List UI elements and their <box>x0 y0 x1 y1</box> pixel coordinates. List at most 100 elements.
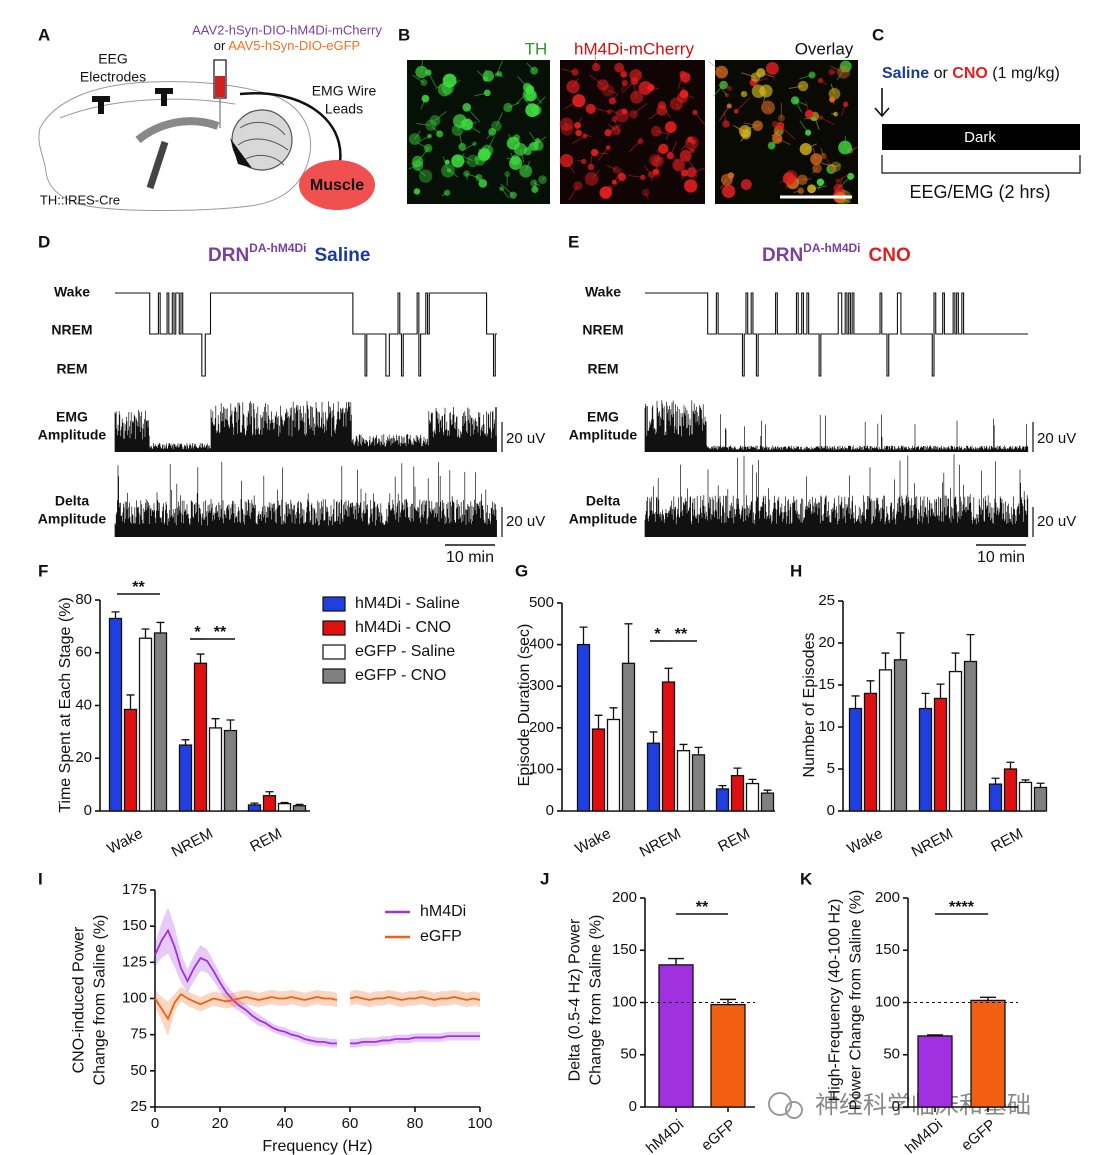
process <box>613 168 623 183</box>
process <box>594 53 597 68</box>
x-tick-label: REM <box>988 825 1025 856</box>
y-tick-label: 200 <box>529 719 554 736</box>
cell <box>810 116 816 122</box>
x-tick-label: REM <box>715 825 752 856</box>
panel-label: C <box>872 25 884 44</box>
cell <box>611 125 622 136</box>
treatment-label: Saline or CNO (1 mg/kg) <box>882 65 1060 82</box>
process <box>524 140 538 151</box>
process <box>420 98 426 110</box>
y-tick-label: 0 <box>827 802 835 819</box>
bar <box>661 681 676 812</box>
cell <box>572 94 586 108</box>
bar <box>918 707 933 812</box>
panel-label: K <box>800 869 813 888</box>
process <box>603 186 610 190</box>
x-tick-label: REM <box>247 825 284 856</box>
y-tick-label: 300 <box>529 677 554 694</box>
bar <box>591 728 606 812</box>
process <box>525 160 531 172</box>
process <box>411 74 425 83</box>
process <box>720 179 728 189</box>
panel-label: F <box>38 561 48 580</box>
y-tick-label: 0 <box>892 1098 900 1115</box>
process <box>427 72 437 88</box>
process <box>561 68 576 73</box>
process <box>416 122 432 126</box>
process <box>608 123 617 131</box>
bar <box>576 643 591 812</box>
y-axis-label: Number of Episodes <box>801 633 818 778</box>
error-bar <box>936 683 945 699</box>
title-superscript: DA-hM4Di <box>803 241 860 255</box>
error-bar <box>966 633 975 662</box>
condition-text: CNO <box>869 245 911 266</box>
process <box>840 104 847 116</box>
x-tick-label: eGFP <box>958 1116 999 1154</box>
bar <box>893 659 908 812</box>
legend-swatch <box>322 620 346 636</box>
process <box>690 174 699 187</box>
y-tick-label: 75 <box>130 1026 147 1043</box>
process <box>578 132 592 138</box>
process <box>499 73 504 78</box>
eeg-label: EEG <box>98 51 128 67</box>
y-axis-label: CNO-induced Power <box>71 926 88 1073</box>
process <box>741 91 745 95</box>
dose-text: (1 mg/kg) <box>992 65 1060 82</box>
y-tick-label: 60 <box>75 644 92 661</box>
emg-label: Leads <box>325 101 363 117</box>
process <box>444 89 447 96</box>
scale-label: 20 uV <box>506 430 545 447</box>
process <box>767 107 771 112</box>
bar <box>646 742 661 812</box>
bar <box>710 1003 746 1108</box>
mouse-label: TH::IRES-Cre <box>40 192 120 207</box>
bar <box>123 708 138 812</box>
cno-text: CNO <box>952 65 988 82</box>
state-label: REM <box>587 361 618 377</box>
line <box>154 992 481 1021</box>
x-tick-label: 60 <box>342 1115 359 1132</box>
cell <box>648 154 662 167</box>
cell <box>638 81 653 95</box>
process <box>457 153 465 162</box>
bar <box>691 754 706 812</box>
x-tick-label: NREM <box>909 825 956 861</box>
process <box>435 80 450 90</box>
bracket <box>881 155 1081 174</box>
error-bar <box>609 707 618 720</box>
bar <box>863 692 878 812</box>
error-bar <box>851 695 860 709</box>
process <box>685 155 696 170</box>
process <box>624 111 629 113</box>
error-bar <box>694 746 703 755</box>
panel-label: I <box>38 869 43 888</box>
process <box>466 106 481 123</box>
y-axis-label: Episode Duration (sec) <box>516 624 533 787</box>
process <box>633 84 638 98</box>
process <box>673 156 680 166</box>
virus-label: AAV5-hSyn-DIO-eGFP <box>228 38 360 53</box>
process <box>621 80 635 94</box>
process <box>507 133 514 144</box>
bar <box>108 617 123 812</box>
process <box>533 182 540 187</box>
process <box>609 109 623 117</box>
process <box>623 73 628 78</box>
x-axis-label: Frequency (Hz) <box>262 1138 372 1155</box>
legend-label: eGFP <box>420 928 462 945</box>
error-bar <box>624 623 633 664</box>
cell <box>683 179 698 193</box>
panel-label: D <box>38 232 50 251</box>
mouse-diagram <box>38 59 375 211</box>
trace-label: Amplitude <box>38 427 107 443</box>
process <box>837 174 849 182</box>
process <box>820 147 824 157</box>
y-tick-label: 0 <box>629 1098 637 1115</box>
saline-text: Saline <box>882 65 929 82</box>
y-tick-label: 0 <box>546 802 554 819</box>
x-tick-label: 0 <box>151 1115 159 1132</box>
process <box>484 69 489 77</box>
process <box>680 172 685 180</box>
